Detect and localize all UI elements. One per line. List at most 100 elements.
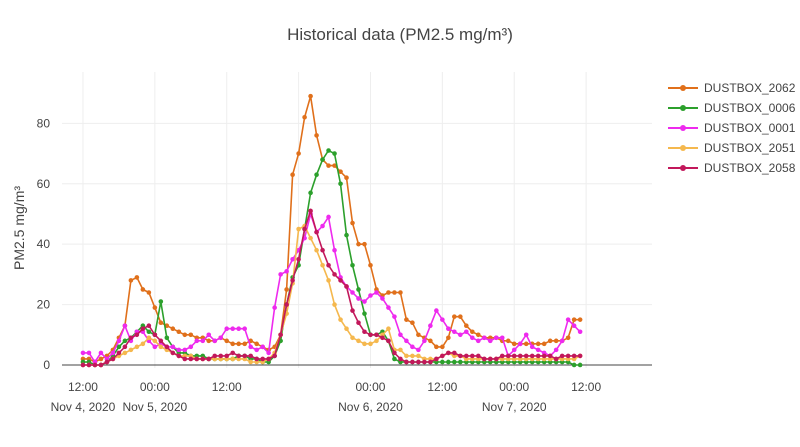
- data-point[interactable]: [236, 341, 242, 347]
- data-point[interactable]: [194, 338, 200, 344]
- data-point[interactable]: [511, 347, 517, 353]
- data-point[interactable]: [428, 323, 433, 329]
- data-point[interactable]: [146, 290, 152, 295]
- data-point[interactable]: [559, 353, 565, 359]
- data-point[interactable]: [170, 344, 176, 350]
- data-point[interactable]: [446, 350, 451, 356]
- data-point[interactable]: [242, 341, 247, 347]
- data-point[interactable]: [475, 353, 481, 359]
- data-point[interactable]: [296, 256, 301, 262]
- data-point[interactable]: [290, 278, 295, 283]
- data-point[interactable]: [278, 272, 283, 277]
- data-point[interactable]: [517, 341, 523, 347]
- data-point[interactable]: [410, 353, 415, 359]
- data-point[interactable]: [332, 247, 337, 253]
- data-point[interactable]: [140, 341, 146, 347]
- legend-item[interactable]: DUSTBOX_2062: [668, 81, 796, 95]
- data-point[interactable]: [260, 344, 265, 350]
- data-point[interactable]: [314, 172, 319, 177]
- data-point[interactable]: [338, 169, 343, 174]
- data-point[interactable]: [410, 359, 415, 365]
- data-point[interactable]: [350, 290, 355, 295]
- data-point[interactable]: [571, 353, 577, 359]
- data-point[interactable]: [230, 326, 236, 332]
- data-point[interactable]: [326, 148, 331, 153]
- data-point[interactable]: [236, 326, 242, 332]
- data-point[interactable]: [332, 302, 337, 307]
- data-point[interactable]: [368, 293, 373, 298]
- data-point[interactable]: [104, 359, 110, 365]
- legend-item[interactable]: DUSTBOX_2058: [668, 161, 796, 175]
- data-point[interactable]: [242, 353, 247, 359]
- data-point[interactable]: [523, 332, 529, 338]
- data-point[interactable]: [350, 308, 355, 313]
- data-point[interactable]: [272, 353, 277, 359]
- data-point[interactable]: [392, 350, 397, 356]
- data-point[interactable]: [326, 163, 331, 168]
- data-point[interactable]: [224, 326, 230, 332]
- data-point[interactable]: [296, 226, 301, 232]
- data-point[interactable]: [541, 353, 547, 359]
- data-point[interactable]: [440, 317, 445, 322]
- data-point[interactable]: [224, 353, 230, 359]
- data-point[interactable]: [260, 356, 265, 362]
- data-point[interactable]: [308, 93, 313, 99]
- data-point[interactable]: [452, 329, 457, 335]
- data-point[interactable]: [446, 326, 451, 332]
- data-point[interactable]: [176, 347, 182, 353]
- data-point[interactable]: [440, 353, 445, 359]
- data-point[interactable]: [571, 362, 577, 368]
- data-point[interactable]: [308, 208, 313, 214]
- data-point[interactable]: [152, 344, 158, 350]
- data-point[interactable]: [541, 341, 547, 347]
- data-point[interactable]: [248, 353, 253, 359]
- data-point[interactable]: [248, 344, 253, 350]
- data-point[interactable]: [152, 332, 158, 338]
- data-point[interactable]: [122, 344, 128, 350]
- data-point[interactable]: [577, 317, 583, 322]
- data-point[interactable]: [571, 317, 577, 322]
- data-point[interactable]: [326, 278, 331, 283]
- data-point[interactable]: [278, 332, 283, 338]
- data-point[interactable]: [368, 341, 373, 347]
- data-point[interactable]: [86, 350, 92, 356]
- data-point[interactable]: [374, 332, 379, 338]
- data-point[interactable]: [140, 287, 146, 292]
- data-point[interactable]: [170, 326, 176, 332]
- data-point[interactable]: [434, 344, 439, 350]
- data-point[interactable]: [452, 314, 457, 319]
- data-point[interactable]: [338, 317, 343, 322]
- data-point[interactable]: [380, 296, 385, 301]
- data-point[interactable]: [308, 235, 313, 241]
- data-point[interactable]: [577, 353, 583, 359]
- data-point[interactable]: [146, 323, 152, 329]
- data-point[interactable]: [254, 356, 259, 362]
- data-point[interactable]: [487, 356, 493, 362]
- data-point[interactable]: [122, 338, 128, 344]
- data-point[interactable]: [565, 335, 571, 341]
- data-point[interactable]: [481, 335, 487, 341]
- data-point[interactable]: [434, 308, 439, 313]
- data-point[interactable]: [505, 353, 511, 359]
- data-point[interactable]: [242, 326, 247, 332]
- data-point[interactable]: [128, 335, 134, 341]
- data-point[interactable]: [458, 359, 463, 365]
- data-point[interactable]: [146, 329, 152, 335]
- data-point[interactable]: [404, 338, 409, 344]
- data-point[interactable]: [188, 356, 194, 362]
- data-point[interactable]: [493, 335, 499, 341]
- data-point[interactable]: [320, 247, 325, 253]
- data-point[interactable]: [410, 320, 415, 325]
- data-point[interactable]: [314, 247, 319, 253]
- data-point[interactable]: [470, 329, 475, 335]
- legend-item[interactable]: DUSTBOX_2051: [668, 141, 796, 155]
- data-point[interactable]: [296, 151, 301, 156]
- data-point[interactable]: [98, 356, 104, 362]
- data-point[interactable]: [134, 275, 140, 280]
- data-point[interactable]: [416, 359, 421, 365]
- data-point[interactable]: [559, 338, 565, 344]
- data-point[interactable]: [152, 305, 158, 310]
- data-point[interactable]: [206, 332, 212, 338]
- data-point[interactable]: [416, 332, 421, 338]
- data-point[interactable]: [350, 263, 355, 268]
